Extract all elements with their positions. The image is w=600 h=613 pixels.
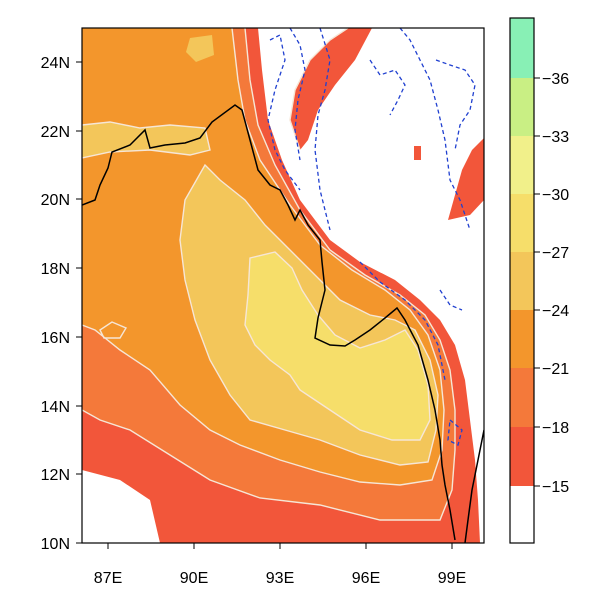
colorbar-label: −15 <box>542 479 569 496</box>
colorbar-label: −33 <box>542 129 569 146</box>
lat-tick-label: 16N <box>41 330 70 347</box>
coastline <box>82 104 456 541</box>
light-patch-north <box>186 35 214 62</box>
lon-tick-labels: 87E 90E 93E 96E 99E <box>94 570 466 587</box>
contour-lines <box>82 28 456 521</box>
colorbar-swatch <box>510 194 534 252</box>
colorbar-label: −21 <box>542 361 569 378</box>
lat-tick-labels: 24N 22N 20N 18N 16N 14N 12N 10N <box>41 55 70 553</box>
colorbar-label: −30 <box>542 187 569 204</box>
red-strip-east-2 <box>448 138 484 220</box>
red-strip-east-1 <box>290 28 372 150</box>
colorbar: −36 −33 −30 −27 −24 −21 −18 −15 <box>509 17 569 544</box>
colorbar-swatch <box>510 78 534 136</box>
colorbar-frame <box>509 17 535 544</box>
lon-tick-label: 96E <box>352 570 380 587</box>
colorbar-swatch <box>510 18 534 78</box>
colorbar-label: −27 <box>542 245 569 262</box>
lat-tick-label: 14N <box>41 399 70 416</box>
colorbar-swatch <box>510 310 534 368</box>
lon-tick-label: 87E <box>94 570 122 587</box>
lat-tick-label: 20N <box>41 192 70 209</box>
colorbar-swatch <box>510 427 534 486</box>
lon-axis <box>107 543 453 549</box>
lat-tick-label: 12N <box>41 467 70 484</box>
lat-tick-label: 18N <box>41 261 70 278</box>
light-band-north <box>82 122 210 158</box>
dashed-contours <box>267 28 476 446</box>
colorbar-label: −18 <box>542 420 569 437</box>
colorbar-swatch <box>510 252 534 310</box>
plot-frame <box>81 27 485 544</box>
colorbar-swatch <box>510 368 534 427</box>
colorbar-label: −24 <box>542 303 569 320</box>
colorbar-swatch <box>510 136 534 194</box>
red-dot <box>414 146 421 160</box>
lat-axis <box>76 61 82 544</box>
map-plot-area <box>82 28 484 543</box>
lat-tick-label: 22N <box>41 124 70 141</box>
lat-tick-label: 24N <box>41 55 70 72</box>
lon-tick-label: 90E <box>180 570 208 587</box>
coastline-east <box>464 429 484 543</box>
lat-tick-label: 10N <box>41 536 70 553</box>
lon-tick-label: 93E <box>266 570 294 587</box>
colorbar-swatch <box>510 486 534 543</box>
colorbar-label: −36 <box>542 71 569 88</box>
lon-tick-label: 99E <box>438 570 466 587</box>
